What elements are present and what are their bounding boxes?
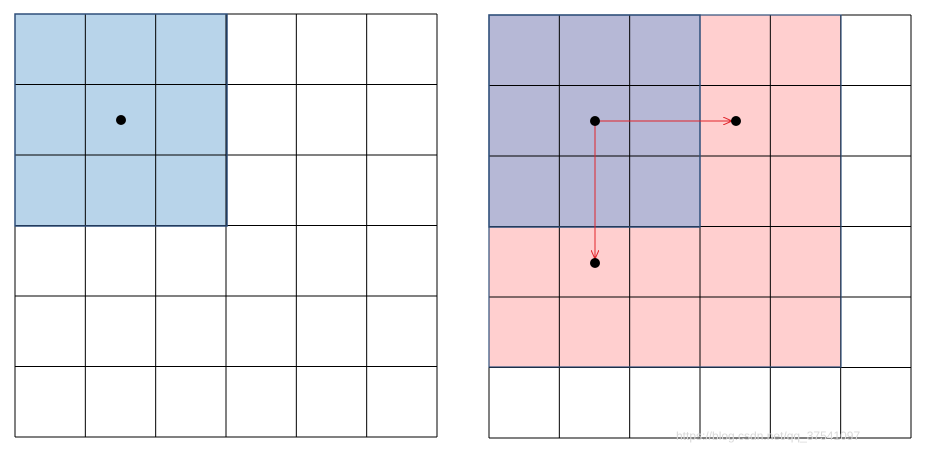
center-dot (116, 115, 126, 125)
center-dot (590, 258, 600, 268)
center-dot (731, 116, 741, 126)
watermark: https://blog.csdn.net/qq_37541097 (676, 429, 860, 443)
field-outline (488, 14, 842, 368)
center-dot (590, 116, 600, 126)
field-outline (14, 13, 228, 227)
